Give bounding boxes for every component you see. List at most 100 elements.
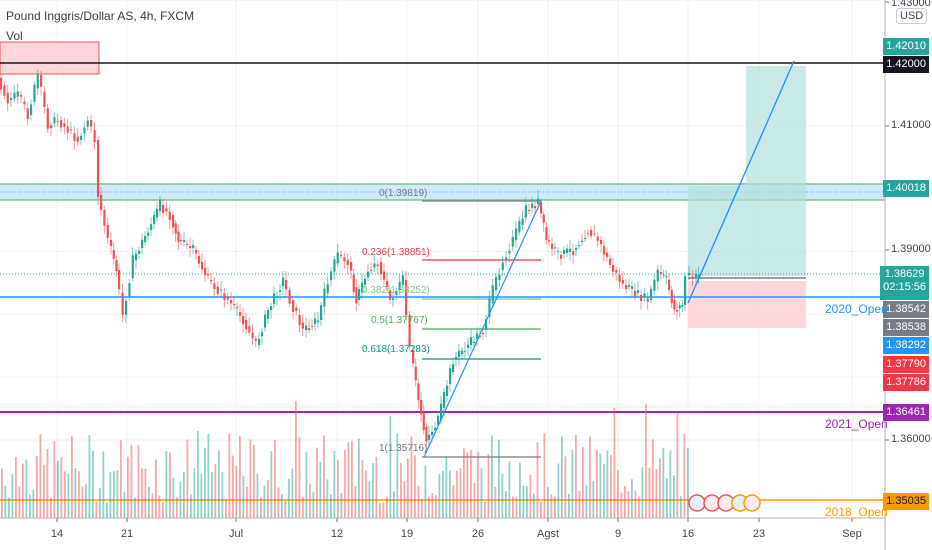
resistance-zone bbox=[0, 184, 885, 200]
volume-bar bbox=[85, 484, 87, 518]
volume-bar bbox=[582, 447, 584, 518]
open-2020-label: 2020_Open bbox=[825, 302, 888, 316]
volume-bar bbox=[120, 440, 122, 518]
volume-bar bbox=[15, 456, 17, 518]
candle-body bbox=[643, 293, 646, 297]
candle-body bbox=[531, 203, 534, 208]
volume-bar bbox=[102, 451, 105, 518]
candle-body bbox=[656, 269, 659, 282]
volume-indicator-label[interactable]: Vol bbox=[6, 29, 23, 43]
volume-bar bbox=[403, 481, 406, 518]
candle-body bbox=[464, 350, 467, 352]
volume-bar bbox=[473, 483, 476, 518]
candle-body bbox=[340, 255, 343, 256]
red-price-label-1: 1.37790 bbox=[883, 356, 929, 373]
volume-bar bbox=[421, 499, 423, 518]
volume-bar bbox=[648, 467, 651, 518]
candle-body bbox=[236, 307, 239, 309]
volume-bar bbox=[519, 462, 521, 518]
candle-body bbox=[201, 262, 204, 270]
volume-bar bbox=[442, 470, 444, 518]
candle-body bbox=[668, 280, 671, 291]
volume-bar bbox=[36, 455, 38, 518]
candle-body bbox=[414, 366, 417, 381]
volume-bar bbox=[228, 433, 231, 518]
candle-body bbox=[575, 247, 578, 250]
time-tick: Jul bbox=[228, 528, 244, 540]
volume-bar bbox=[540, 501, 542, 518]
candle-body bbox=[159, 200, 162, 212]
volume-bar bbox=[267, 479, 269, 518]
candle-body bbox=[578, 245, 581, 247]
volume-bar bbox=[207, 433, 210, 518]
volume-bar bbox=[214, 464, 217, 518]
volume-bar bbox=[193, 468, 196, 518]
volume-bar bbox=[144, 468, 147, 518]
volume-bar bbox=[375, 456, 378, 518]
time-tick: Agst bbox=[536, 528, 560, 540]
open-2018-label: 2018_Open bbox=[825, 505, 888, 519]
candle-body bbox=[625, 285, 628, 289]
candle-body bbox=[569, 248, 572, 252]
candle-body bbox=[103, 210, 106, 226]
volume-bar bbox=[344, 450, 346, 518]
candle-body bbox=[36, 73, 39, 89]
volume-bar bbox=[438, 474, 441, 518]
volume-bar bbox=[561, 436, 563, 518]
volume-bar bbox=[687, 447, 689, 518]
candle-body bbox=[298, 315, 301, 326]
volume-bar bbox=[547, 487, 549, 518]
candle-body bbox=[566, 248, 569, 253]
candle-body bbox=[295, 307, 298, 312]
candle-body bbox=[97, 140, 100, 197]
candle-body bbox=[30, 104, 33, 115]
candle-body bbox=[458, 350, 461, 357]
candle-body bbox=[355, 287, 358, 304]
volume-bar bbox=[550, 494, 553, 518]
candle-body bbox=[135, 253, 138, 260]
candle-body bbox=[330, 271, 333, 280]
volume-bar bbox=[232, 455, 234, 518]
candle-body bbox=[398, 281, 401, 290]
volume-bar bbox=[445, 455, 448, 518]
time-tick: 12 bbox=[330, 528, 344, 540]
candle-body bbox=[125, 300, 128, 315]
volume-bar bbox=[337, 460, 339, 518]
fib-level-1-label: 1(1.35716) bbox=[379, 443, 428, 454]
candle-body bbox=[248, 326, 251, 333]
candle-body bbox=[138, 250, 141, 254]
candle-body bbox=[618, 275, 621, 282]
volume-bar bbox=[134, 497, 136, 518]
candle-body bbox=[311, 326, 314, 327]
volume-bar bbox=[8, 497, 10, 518]
candle-body bbox=[446, 385, 449, 396]
volume-bar bbox=[291, 468, 294, 518]
candle-body bbox=[603, 246, 606, 255]
candle-body bbox=[443, 392, 446, 408]
volume-bar bbox=[137, 444, 140, 518]
candle-body bbox=[50, 125, 53, 129]
fib-level-0-label: 0(1.39819) bbox=[379, 188, 428, 199]
volume-bar bbox=[50, 497, 52, 518]
candle-body bbox=[251, 332, 254, 339]
candle-body bbox=[46, 108, 49, 129]
volume-bar bbox=[127, 456, 129, 518]
volume-bar bbox=[312, 491, 315, 518]
candle-body bbox=[177, 231, 180, 242]
currency-badge[interactable]: USD bbox=[896, 8, 928, 24]
candle-body bbox=[320, 305, 323, 320]
volume-bar bbox=[368, 481, 371, 518]
candle-body bbox=[600, 240, 603, 244]
candle-body bbox=[395, 290, 398, 295]
candle-body bbox=[141, 239, 144, 248]
volume-bar bbox=[666, 478, 668, 518]
volume-bar bbox=[620, 492, 623, 518]
open-2020-price-label: 1.38542 bbox=[883, 301, 929, 318]
candle-body bbox=[518, 221, 521, 233]
candle-body bbox=[684, 276, 687, 305]
volume-bar bbox=[610, 454, 612, 518]
volume-bar bbox=[414, 455, 416, 518]
volume-bar bbox=[645, 404, 647, 518]
price-tick: 1.39000 bbox=[891, 243, 931, 255]
